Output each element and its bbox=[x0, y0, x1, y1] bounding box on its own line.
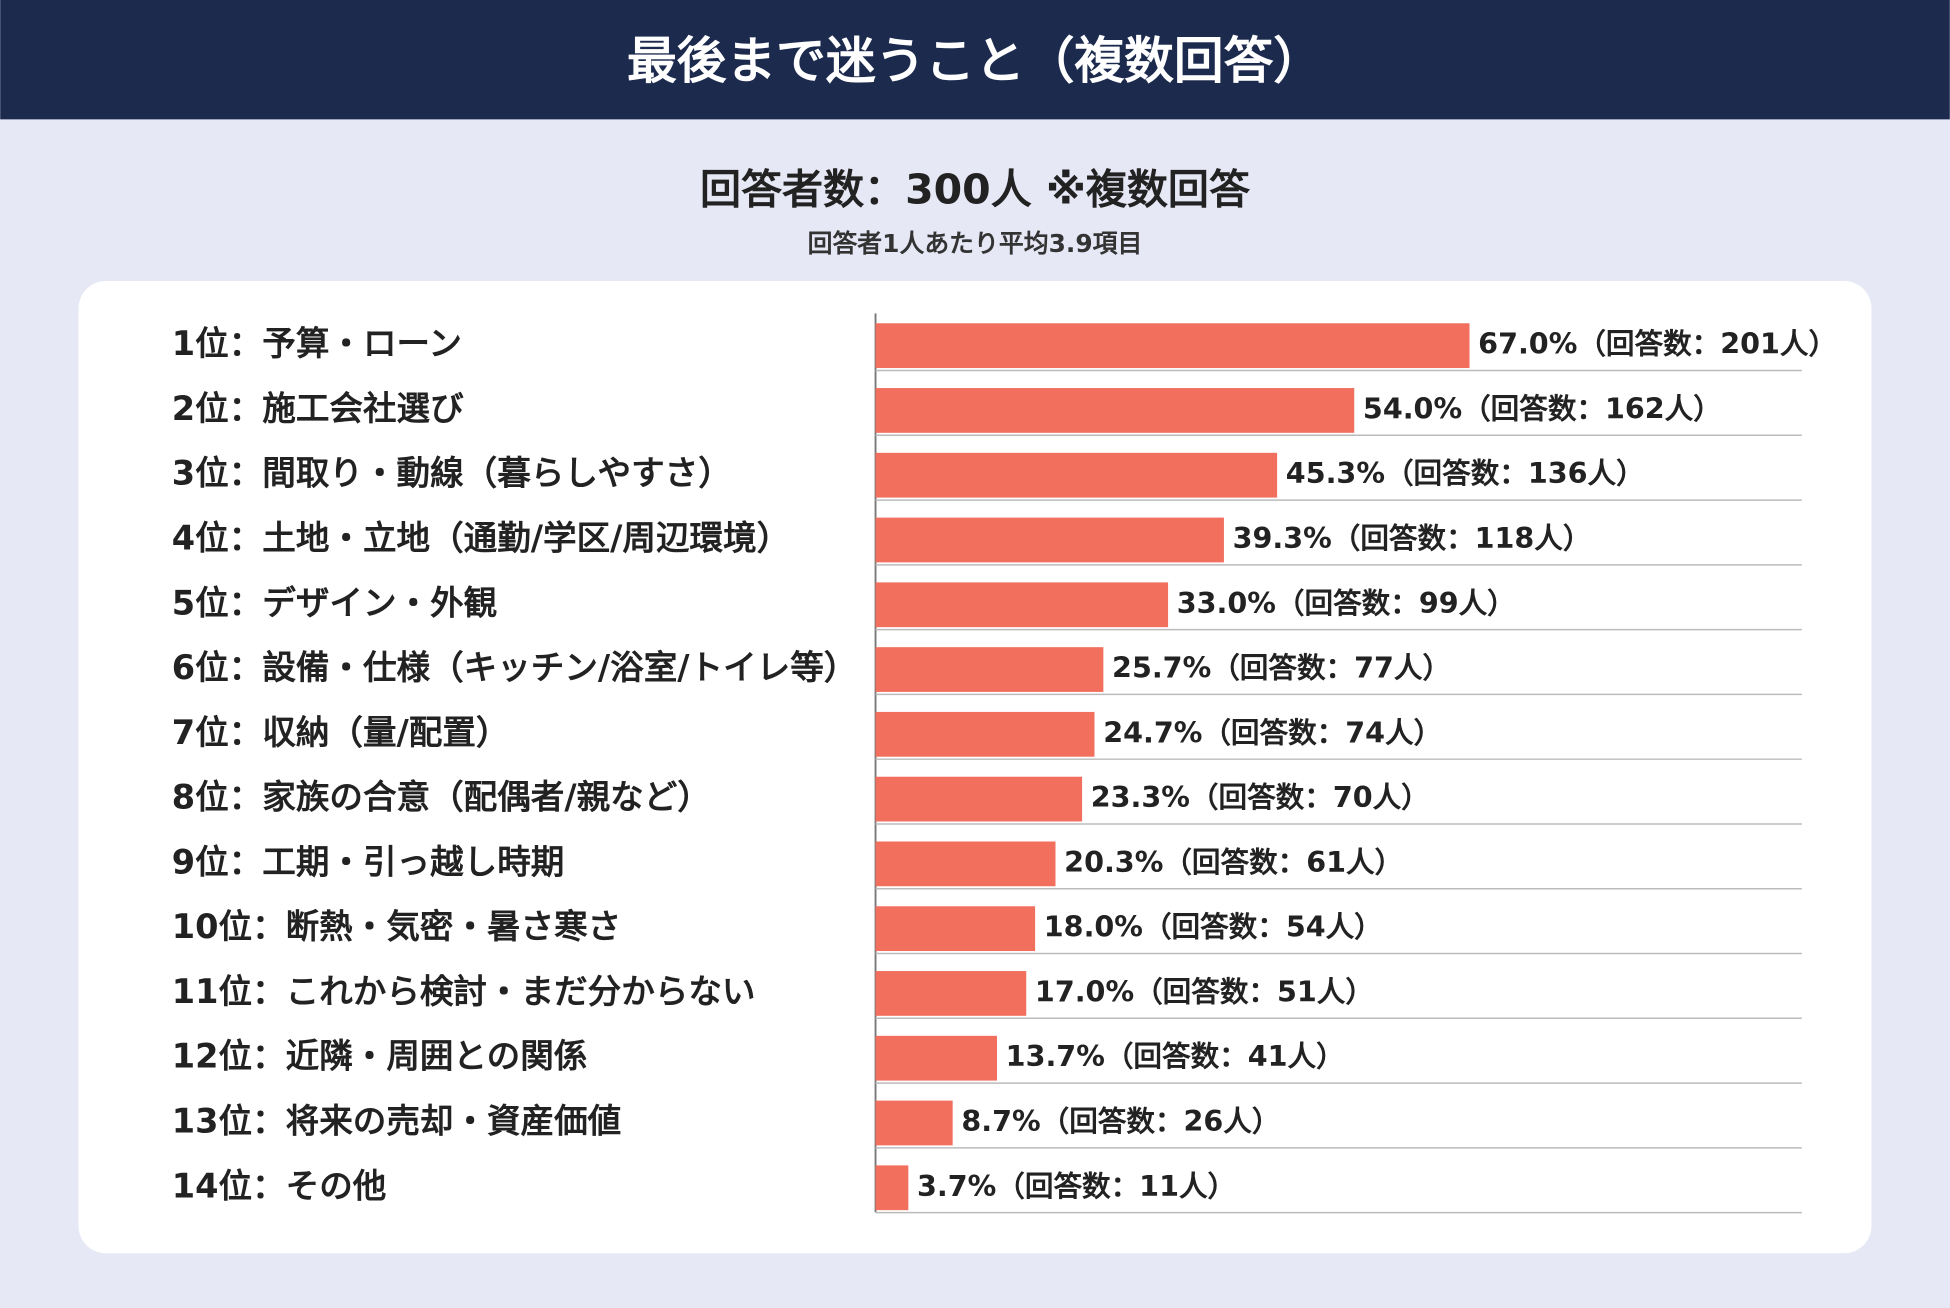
bar bbox=[875, 971, 1027, 1016]
bar bbox=[875, 517, 1224, 563]
value-label: 13.7%（回答数：41人） bbox=[1006, 1039, 1345, 1073]
chart-title: 最後まで迷うこと（複数回答） bbox=[627, 32, 1323, 90]
value-label: 54.0%（回答数：162人） bbox=[1363, 391, 1722, 425]
category-label: 13位：将来の売却・資産価値 bbox=[172, 1101, 621, 1140]
value-label: 67.0%（回答数：201人） bbox=[1478, 327, 1837, 361]
value-label: 3.7%（回答数：11人） bbox=[917, 1169, 1236, 1203]
category-label: 6位：設備・仕様（キッチン/浴室/トイレ等） bbox=[172, 648, 858, 687]
bar bbox=[875, 582, 1169, 628]
bar bbox=[875, 711, 1095, 757]
value-label: 17.0%（回答数：51人） bbox=[1035, 974, 1374, 1008]
bar bbox=[875, 388, 1355, 433]
category-label: 1位：予算・ローン bbox=[172, 324, 462, 363]
category-label: 2位：施工会社選び bbox=[172, 389, 464, 428]
value-label: 23.3%（回答数：70人） bbox=[1091, 780, 1430, 814]
bar bbox=[875, 452, 1278, 498]
bar bbox=[875, 776, 1083, 822]
category-label: 3位：間取り・動線（暮らしやすさ） bbox=[172, 454, 732, 493]
category-label: 11位：これから検討・まだ分からない bbox=[172, 972, 756, 1011]
category-label: 8位：家族の合意（配偶者/親など） bbox=[172, 778, 711, 817]
value-label: 45.3%（回答数：136人） bbox=[1286, 456, 1645, 490]
card bbox=[78, 280, 1872, 1254]
category-label: 4位：土地・立地（通勤/学区/周辺環境） bbox=[172, 518, 790, 557]
bar bbox=[875, 1165, 909, 1211]
bar bbox=[875, 1035, 997, 1081]
value-label: 24.7%（回答数：74人） bbox=[1103, 715, 1442, 749]
bar bbox=[875, 647, 1104, 692]
category-label: 7位：収納（量/配置） bbox=[172, 713, 510, 752]
header-bar bbox=[0, 0, 1950, 120]
bar bbox=[875, 906, 1036, 952]
value-label: 25.7%（回答数：77人） bbox=[1112, 651, 1451, 685]
value-label: 39.3%（回答数：118人） bbox=[1233, 521, 1592, 555]
category-label: 9位：工期・引っ越し時期 bbox=[172, 842, 565, 881]
subtitle: 回答者数：300人 ※複数回答 bbox=[700, 166, 1251, 214]
category-label: 14位：その他 bbox=[172, 1166, 387, 1205]
value-label: 20.3%（回答数：61人） bbox=[1064, 845, 1403, 879]
bar bbox=[875, 323, 1470, 369]
note: 回答者1人あたり平均3.9項目 bbox=[808, 229, 1143, 258]
bar bbox=[875, 1100, 953, 1146]
bar bbox=[875, 841, 1056, 887]
value-label: 18.0%（回答数：54人） bbox=[1044, 910, 1383, 944]
category-label: 5位：デザイン・外観 bbox=[172, 583, 497, 622]
value-label: 33.0%（回答数：99人） bbox=[1177, 586, 1516, 620]
category-label: 10位：断熱・気密・暑さ寒さ bbox=[172, 907, 621, 946]
value-label: 8.7%（回答数：26人） bbox=[961, 1104, 1280, 1138]
category-label: 12位：近隣・周囲との関係 bbox=[172, 1037, 588, 1076]
